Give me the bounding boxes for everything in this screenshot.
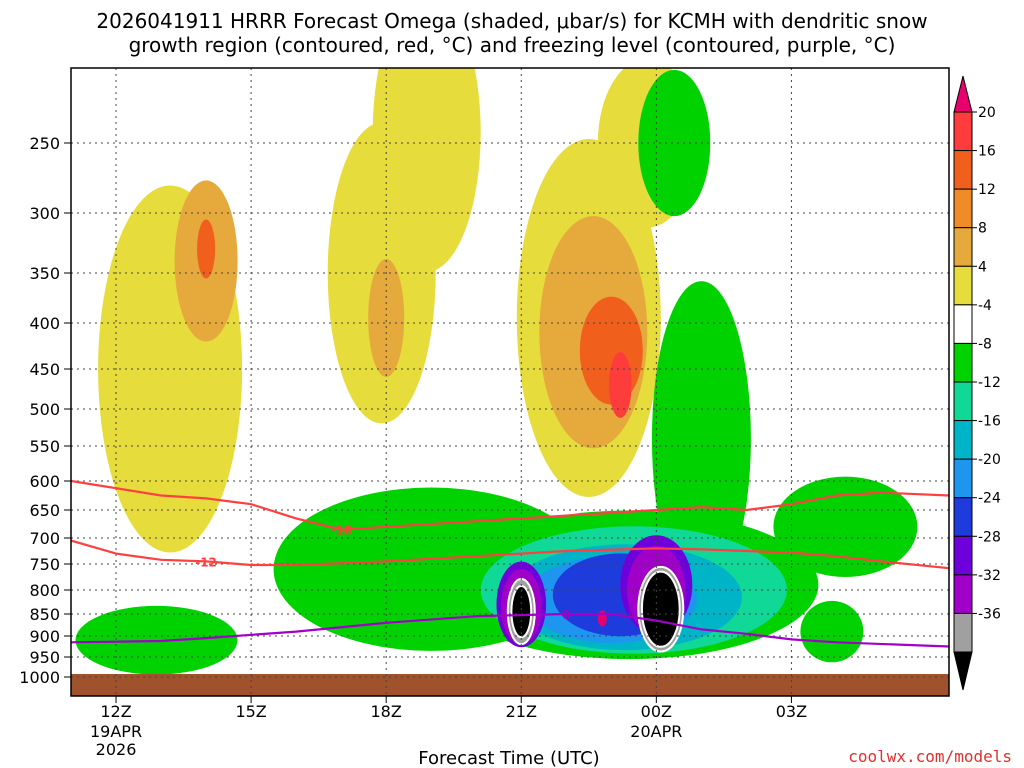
colorbar-box-5	[953, 304, 973, 344]
contour-label--12: -12	[195, 555, 217, 569]
omega-region-8	[638, 69, 711, 217]
y-tick-label-12: 850	[29, 605, 60, 624]
omega-region-26	[597, 610, 607, 627]
x-axis-label: Forecast Time (UTC)	[418, 748, 599, 768]
colorbar-label-5: -4	[978, 298, 992, 314]
credit-text: coolwx.com/models	[848, 747, 1012, 766]
colorbar-box-6	[953, 342, 973, 383]
colorbar-box-7	[953, 381, 973, 422]
x-tick-date-0: 19APR	[90, 722, 142, 741]
y-tick-label-6: 550	[29, 437, 60, 456]
colorbar-label-12: -32	[978, 568, 1001, 584]
colorbar-label-6: -8	[978, 336, 992, 352]
y-tick-label-15: 1000	[19, 668, 60, 687]
x-tick-label-5: 03Z	[776, 702, 807, 721]
colorbar-box-13	[953, 612, 973, 653]
omega-region-18	[197, 219, 216, 279]
colorbar-label-1: 16	[978, 144, 996, 160]
colorbar-box-9	[953, 458, 973, 499]
y-tick-label-9: 700	[29, 529, 60, 548]
x-tick-date-4: 20APR	[630, 722, 682, 741]
colorbar-box-8	[953, 420, 973, 460]
y-tick-label-3: 400	[29, 314, 60, 333]
colorbar: 20 16 12 8 4 -4 -8 -12 -16 -20 -24 -28 -32 -36	[953, 75, 1001, 691]
omega-region-22	[609, 352, 632, 418]
omega-region-11	[800, 600, 864, 663]
colorbar-box-1	[953, 150, 973, 190]
omega-region-34	[510, 585, 533, 639]
colorbar-bottom-arrow	[953, 651, 973, 691]
contour--12	[71, 539, 949, 570]
colorbar-label-0: 20	[978, 105, 996, 121]
colorbar-label-3: 8	[978, 221, 987, 237]
colorbar-box-0	[953, 111, 973, 152]
x-tick-label-3: 21Z	[506, 702, 537, 721]
omega-region-33	[640, 570, 681, 648]
omega-region-7	[651, 281, 751, 597]
colorbar-box-11	[953, 535, 973, 576]
colorbar-box-2	[953, 188, 973, 229]
colorbar-box-10	[953, 497, 973, 537]
chart-title-line1: 2026041911 HRRR Forecast Omega (shaded, …	[96, 9, 927, 33]
y-tick-label-5: 500	[29, 400, 60, 419]
y-tick-label-14: 950	[29, 648, 60, 667]
colorbar-box-3	[953, 227, 973, 267]
x-tick-year-0: 2026	[96, 740, 137, 759]
colorbar-label-7: -12	[978, 375, 1001, 391]
colorbar-label-8: -16	[978, 414, 1001, 430]
y-tick-label-11: 800	[29, 581, 60, 600]
colorbar-label-9: -20	[978, 452, 1001, 468]
colorbar-box-4	[953, 265, 973, 306]
temperature-contours: -18 -12 0	[71, 479, 949, 648]
y-tick-label-0: 250	[29, 134, 60, 153]
omega-region-2	[372, 68, 481, 272]
contour-label-0: 0	[562, 608, 570, 622]
y-tick-label-1: 300	[29, 204, 60, 223]
colorbar-label-2: 12	[978, 182, 996, 198]
y-tick-label-2: 350	[29, 264, 60, 283]
ground-strip	[71, 674, 949, 696]
omega-region-14	[368, 259, 405, 377]
x-tick-label-2: 18Z	[371, 702, 402, 721]
y-tick-label-8: 650	[29, 501, 60, 520]
plot-frame	[70, 67, 950, 697]
y-tick-label-7: 600	[29, 472, 60, 491]
y-tick-label-4: 450	[29, 360, 60, 379]
colorbar-label-4: 4	[978, 259, 987, 275]
contour-label--18: -18	[330, 524, 352, 538]
colorbar-label-10: -24	[978, 491, 1001, 507]
contour--18	[71, 479, 949, 531]
chart-title-line2: growth region (contoured, red, °C) and f…	[129, 33, 896, 57]
grid-lines	[71, 68, 949, 696]
y-axis: 250 300 350 400 450 500 550 600 650 700 750 800 850 9…	[19, 134, 71, 687]
x-tick-label-4: 00Z	[641, 702, 672, 721]
y-tick-label-13: 900	[29, 627, 60, 646]
x-tick-label-1: 15Z	[235, 702, 266, 721]
contour-0	[71, 612, 949, 648]
y-tick-label-10: 750	[29, 555, 60, 574]
x-tick-label-0: 12Z	[100, 702, 131, 721]
colorbar-box-12	[953, 574, 973, 614]
colorbar-label-13: -36	[978, 606, 1001, 622]
colorbar-label-11: -28	[978, 529, 1001, 545]
